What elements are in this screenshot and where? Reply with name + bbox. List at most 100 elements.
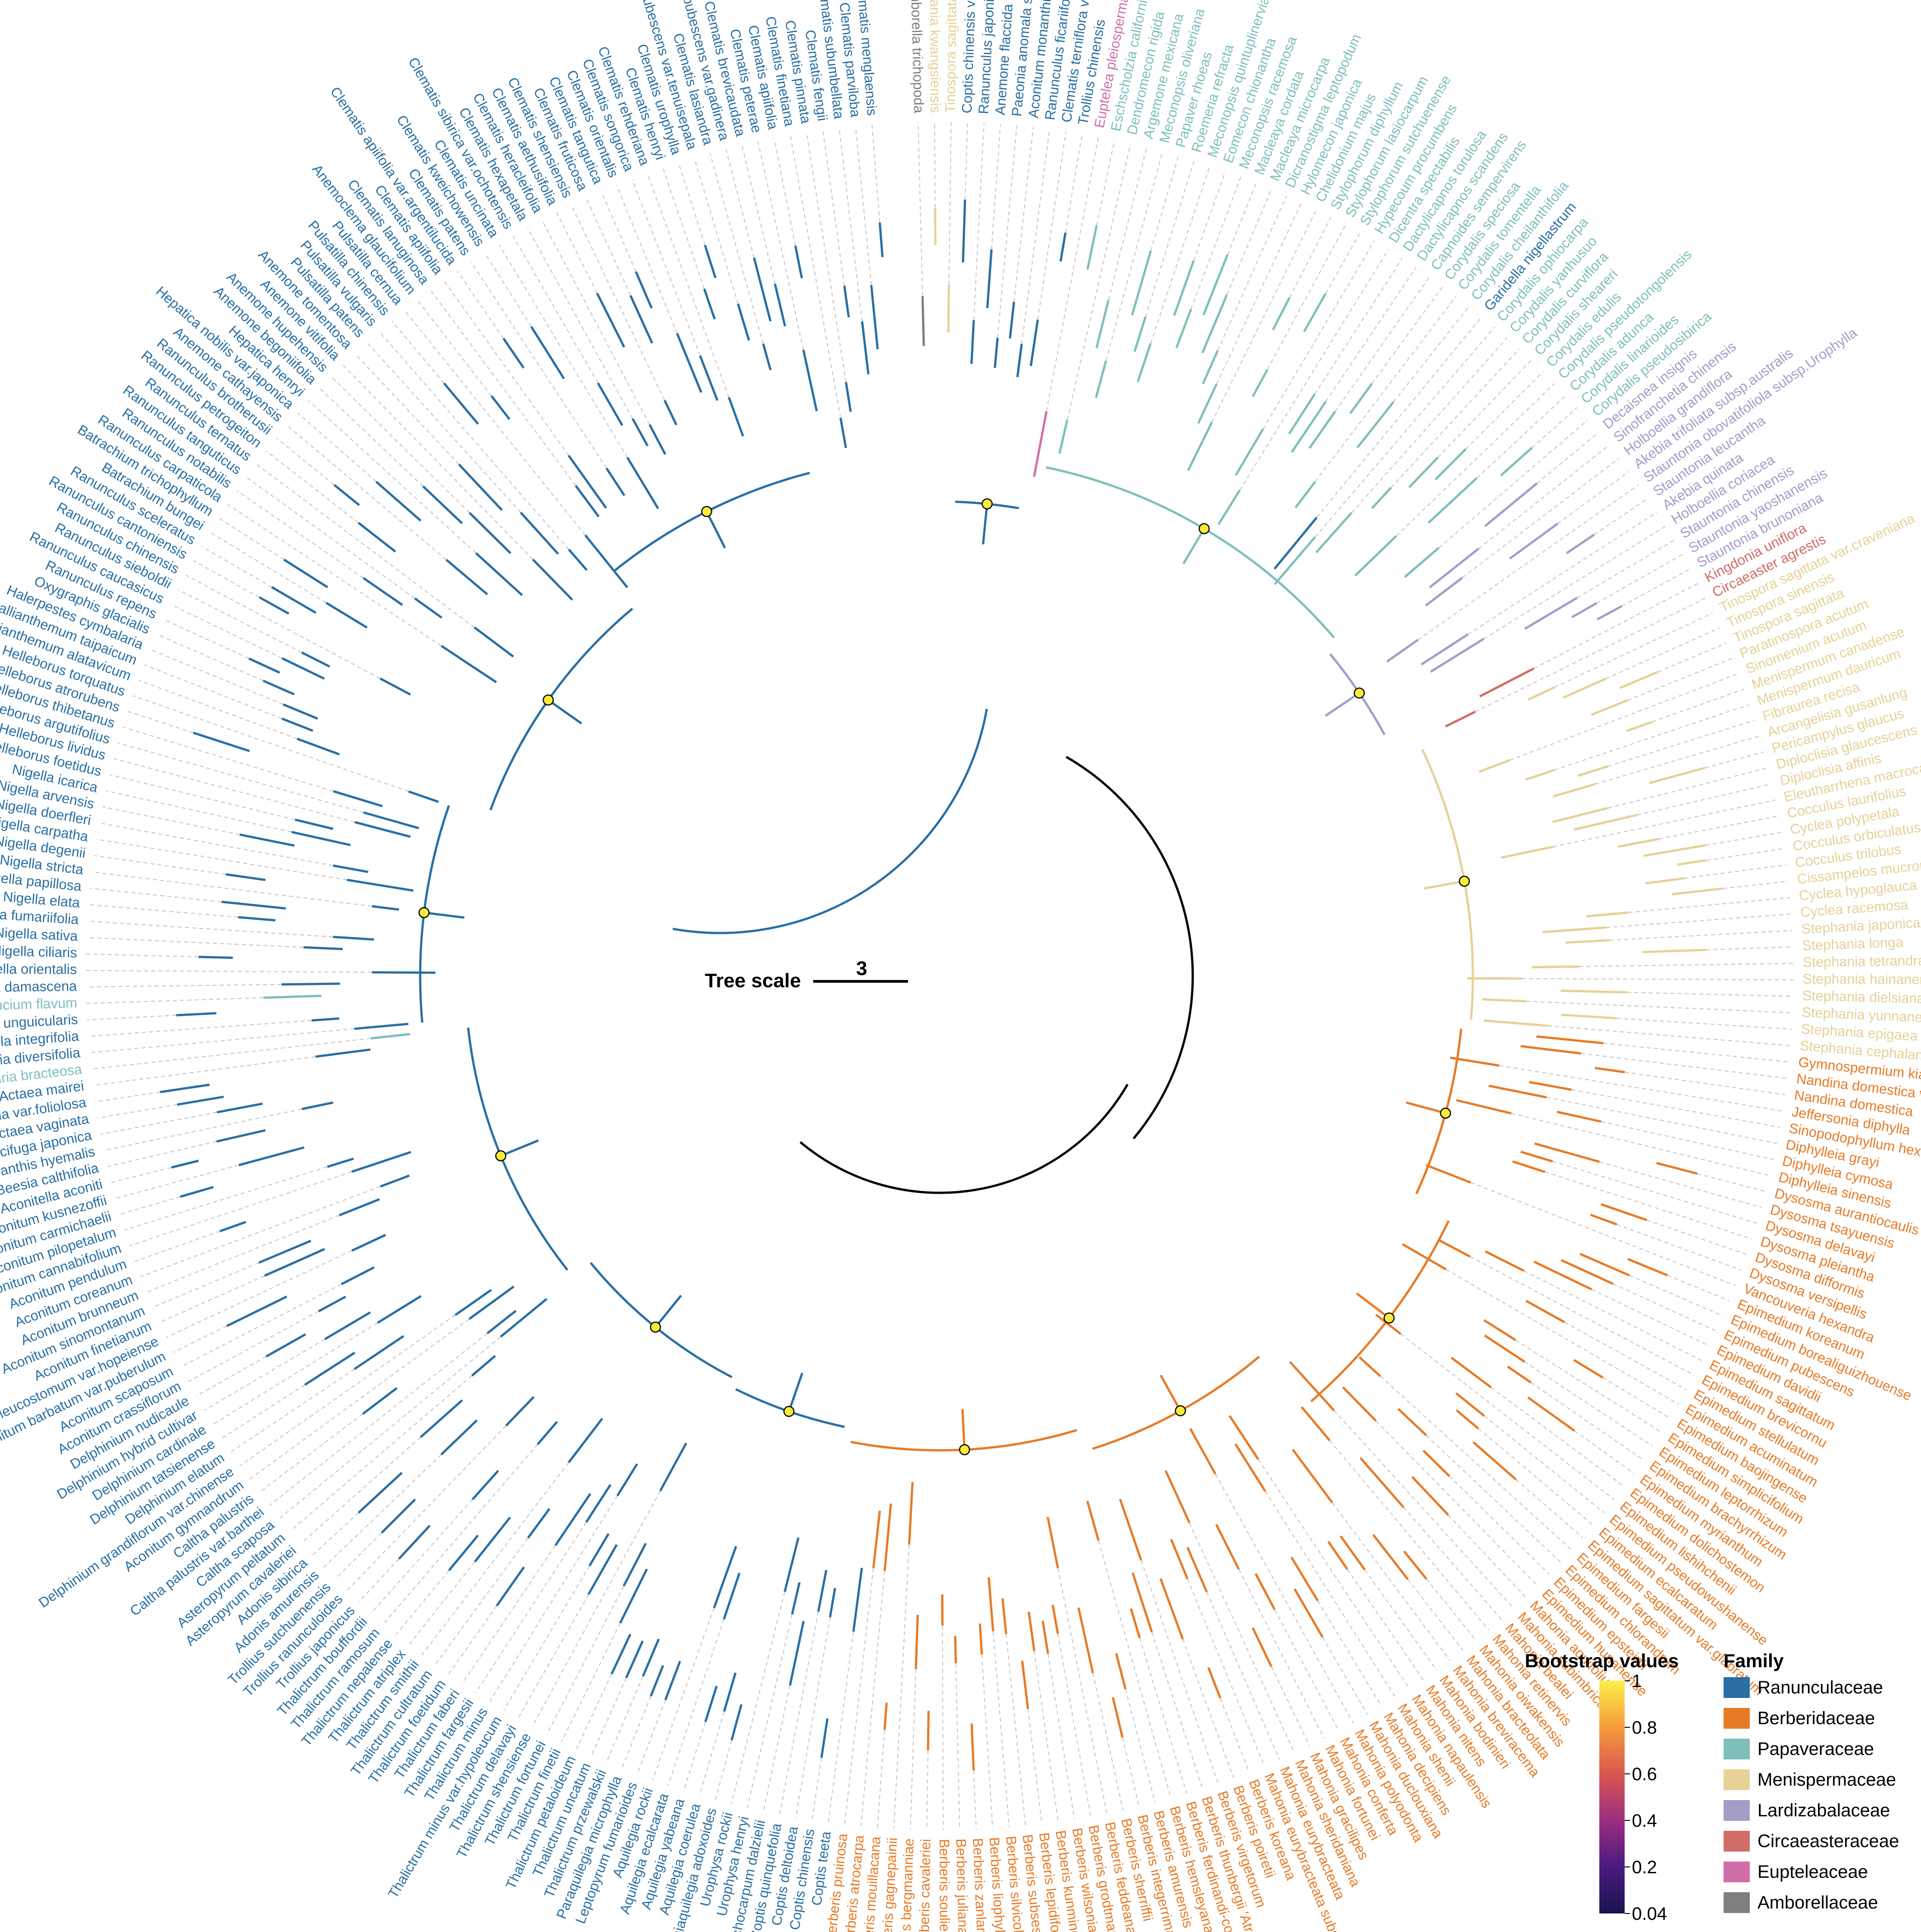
leaf-branch bbox=[1308, 411, 1336, 449]
family-swatch bbox=[1724, 1677, 1750, 1698]
leaf-branch bbox=[986, 249, 993, 309]
leaf-guide-line bbox=[146, 1215, 340, 1293]
leaf-branch bbox=[1131, 250, 1152, 316]
leaf-guide-line bbox=[561, 1623, 621, 1742]
leaf-branch bbox=[1532, 965, 1579, 969]
leaf-guide-line bbox=[1554, 612, 1713, 688]
family-swatch bbox=[1724, 1769, 1750, 1790]
leaf-guide-line bbox=[1557, 471, 1629, 524]
tree-scale-title: Tree scale bbox=[705, 970, 801, 992]
leaf-guide-line bbox=[1351, 337, 1508, 513]
leaf-branch bbox=[870, 285, 879, 350]
leaf-branch bbox=[1159, 1578, 1184, 1640]
leaf-guide-line bbox=[218, 518, 285, 560]
leaf-branch bbox=[283, 558, 328, 588]
leaf-guide-line bbox=[1393, 305, 1470, 403]
leaf-guide-line bbox=[948, 122, 952, 285]
leaf-guide-line bbox=[1581, 1053, 1788, 1079]
leaf-guide-line bbox=[1470, 1182, 1736, 1286]
leaf-guide-line bbox=[662, 168, 705, 289]
leaf-guide-line bbox=[1706, 848, 1785, 861]
leaf-guide-line bbox=[517, 1594, 589, 1719]
leaf-branch bbox=[372, 905, 399, 911]
leaf-guide-line bbox=[93, 1056, 316, 1086]
leaf-guide-line bbox=[1621, 568, 1691, 607]
leaf-branch bbox=[1509, 522, 1559, 560]
leaf-guide-line bbox=[1098, 1540, 1171, 1798]
family-legend-label: Menispermaceae bbox=[1757, 1770, 1896, 1790]
leaf-guide-line bbox=[366, 342, 521, 513]
leaf-branch bbox=[1527, 1396, 1575, 1432]
leaf-branch bbox=[281, 982, 340, 986]
leaf-guide-line bbox=[331, 376, 470, 513]
leaf-guide-line bbox=[1371, 286, 1444, 384]
family-legend-title: Family bbox=[1724, 1650, 1784, 1671]
leaf-guide-line bbox=[210, 532, 327, 604]
leaf-branch bbox=[993, 338, 999, 368]
leaf-branch bbox=[1467, 977, 1522, 980]
leaf-branch bbox=[1533, 1261, 1593, 1291]
leaf-branch bbox=[1046, 1517, 1059, 1569]
leaf-guide-line bbox=[1037, 131, 1067, 320]
leaf-branch bbox=[829, 1588, 836, 1618]
leaf-guide-line bbox=[1706, 946, 1793, 951]
leaf-branch bbox=[1095, 300, 1110, 348]
bootstrap-tick-label: 0.8 bbox=[1632, 1718, 1657, 1738]
leaf-guide-line bbox=[122, 727, 334, 792]
leaf-branch bbox=[1591, 699, 1628, 716]
leaf-guide-line bbox=[616, 185, 678, 334]
leaf-guide-line bbox=[860, 1571, 886, 1827]
leaf-guide-line bbox=[484, 253, 532, 327]
leaf-guide-line bbox=[230, 1369, 355, 1453]
leaf-guide-line bbox=[546, 1585, 624, 1735]
leaf-branch bbox=[664, 1660, 681, 1701]
leaf-guide-line bbox=[1599, 1161, 1762, 1208]
leaf-guide-line bbox=[95, 1091, 160, 1102]
leaf-guide-line bbox=[115, 1164, 239, 1199]
leaf-guide-line bbox=[395, 1570, 450, 1635]
leaf-branch bbox=[520, 511, 559, 555]
leaf-guide-line bbox=[1470, 1256, 1695, 1376]
leaf-branch bbox=[1482, 998, 1527, 1003]
family-legend-label: Eupteleaceae bbox=[1757, 1862, 1868, 1882]
leaf-branch bbox=[1507, 1365, 1532, 1383]
leaf-guide-line bbox=[266, 450, 359, 524]
leaf-branch bbox=[296, 737, 340, 755]
clade-stem bbox=[500, 1139, 539, 1157]
leaf-branch bbox=[753, 257, 772, 322]
leaf-branch bbox=[238, 916, 276, 922]
leaf-guide-line bbox=[1564, 1322, 1687, 1390]
leaf-guide-line bbox=[1723, 881, 1789, 889]
leaf-guide-line bbox=[286, 425, 447, 560]
leaf-branch bbox=[1402, 1243, 1447, 1271]
leaf-branch bbox=[258, 596, 290, 615]
leaf-branch bbox=[1524, 596, 1578, 630]
leaf-guide-line bbox=[1552, 1161, 1757, 1224]
leaf-branch bbox=[1574, 814, 1638, 831]
leaf-guide-line bbox=[1013, 127, 1034, 302]
leaf-branch bbox=[883, 1702, 888, 1730]
leaf-branch bbox=[1293, 1588, 1324, 1638]
leaf-guide-line bbox=[964, 122, 968, 200]
leaf-guide-line bbox=[86, 984, 282, 988]
leaf-branch bbox=[642, 1638, 660, 1677]
leaf-guide-line bbox=[1139, 1637, 1187, 1794]
leaf-guide-line bbox=[256, 464, 475, 628]
leaf-guide-line bbox=[1238, 1569, 1325, 1739]
leaf-branch bbox=[588, 1533, 610, 1566]
leaf-guide-line bbox=[430, 290, 576, 486]
clade-stem bbox=[1182, 528, 1205, 564]
bootstrap-node bbox=[1458, 876, 1470, 887]
leaf-guide-line bbox=[157, 634, 263, 681]
leaf-guide-line bbox=[92, 871, 372, 907]
leaf-branch bbox=[1600, 1203, 1648, 1221]
leaf-branch bbox=[1359, 1457, 1405, 1508]
leaf-branch bbox=[1131, 1572, 1153, 1632]
leaf-guide-line bbox=[1603, 1042, 1790, 1063]
leaf-guide-line bbox=[1613, 1283, 1717, 1332]
leaf-branch bbox=[315, 1048, 371, 1058]
leaf-guide-line bbox=[1065, 134, 1083, 233]
leaf-guide-line bbox=[1400, 1333, 1615, 1501]
leaf-guide-line bbox=[1448, 1515, 1526, 1598]
leaf-guide-line bbox=[280, 1336, 501, 1519]
